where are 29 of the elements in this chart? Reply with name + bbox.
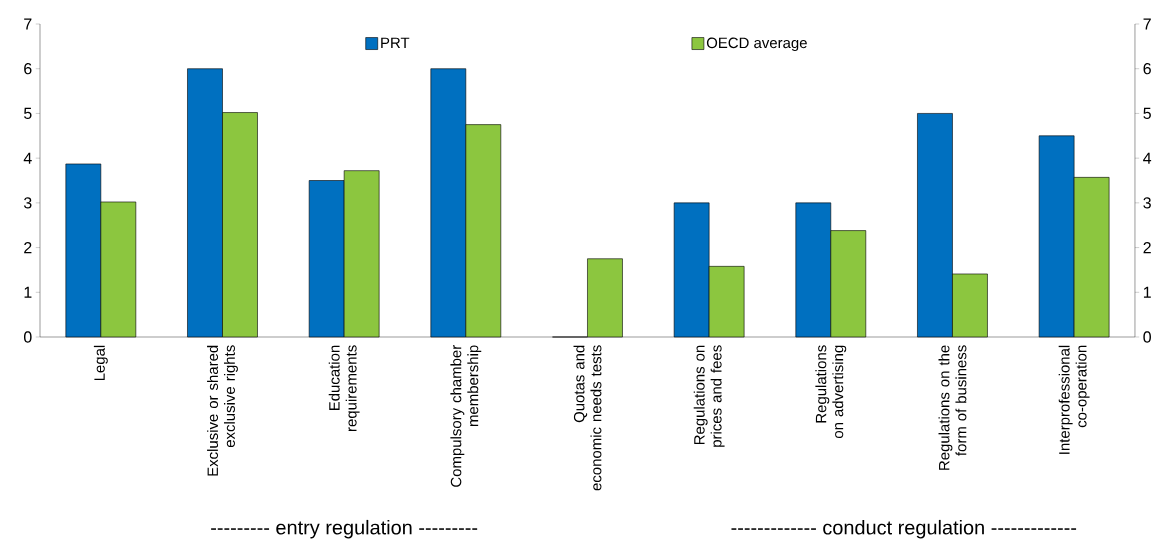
y-tick-label: 7	[1143, 18, 1151, 30]
text: ------------- conduct regulation -------------	[731, 519, 1077, 539]
y2-tick-label: 6	[24, 63, 32, 75]
y-tick-label: 6	[1143, 63, 1151, 75]
y-tick-label: 1	[1143, 286, 1151, 298]
legend-label: OECD average	[706, 37, 807, 52]
y-tick-label: 0	[1143, 331, 1151, 343]
y-tick-label: 4	[1143, 152, 1152, 164]
legend-label: PRT	[381, 37, 410, 48]
x-tick-label: Compulsory chamber membership	[450, 345, 482, 487]
y2-tick-label: 5	[24, 107, 32, 119]
x-tick-label: Exclusive or shared exclusive rights	[207, 345, 238, 476]
x-tick-label: Regulations on advertising	[815, 345, 847, 439]
x-tick-label: Quotas and economic needs tests	[573, 345, 602, 491]
y2-tick-label: 4	[23, 152, 32, 164]
y2-tick-label: 2	[24, 242, 32, 254]
x-tick-label: Legal	[93, 345, 108, 381]
y-tick-label: 3	[1143, 197, 1151, 209]
x-tick-label: Education requirements	[328, 345, 360, 431]
y2-tick-label: 7	[24, 18, 32, 30]
text: --------- entry regulation ---------	[211, 519, 478, 539]
x-tick-label: Regulations on prices and fees	[693, 345, 725, 447]
y-tick-label: 2	[1143, 242, 1151, 254]
x-tick-label: Regulations on the form of business	[938, 345, 967, 470]
y2-tick-label: 1	[24, 286, 32, 298]
x-tick-label: Interprofessional co-operation	[1058, 345, 1090, 454]
y-tick-label: 5	[1143, 107, 1151, 119]
y2-tick-label: 3	[23, 197, 32, 209]
y2-tick-label: 0	[23, 331, 32, 343]
